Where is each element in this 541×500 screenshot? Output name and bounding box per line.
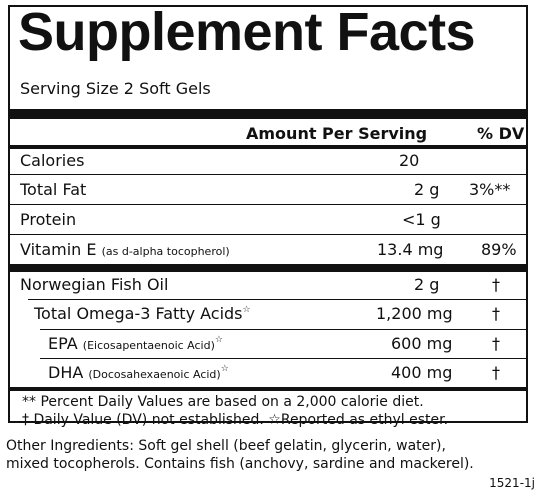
thick-divider-top xyxy=(10,109,526,119)
row-amount-protein: <1 g xyxy=(402,210,441,229)
row-divider xyxy=(10,204,526,205)
other-ingredients: Other Ingredients: Soft gel shell (beef … xyxy=(6,437,474,473)
row-dv-fish-oil: † xyxy=(492,275,500,294)
row-divider xyxy=(28,299,526,300)
footnote-dv-basis: ** Percent Daily Values are based on a 2… xyxy=(22,394,424,410)
footnote-dv-not-established: † Daily Value (DV) not established. ☆Rep… xyxy=(22,412,449,428)
thick-divider-middle xyxy=(10,264,526,272)
header-amount: Amount Per Serving xyxy=(246,124,428,143)
ingredients-line-1: Other Ingredients: Soft gel shell (beef … xyxy=(6,438,446,454)
row-label-dha: DHA xyxy=(48,363,84,382)
row-divider xyxy=(10,174,526,175)
row-amount-dha: 400 mg xyxy=(391,363,453,382)
ingredients-line-2: mixed tocopherols. Contains fish (anchov… xyxy=(6,456,474,472)
row-name-protein: Protein xyxy=(20,210,77,229)
row-amount-fish-oil: 2 g xyxy=(414,275,440,294)
label-code: 1521-1j xyxy=(489,476,535,490)
thick-divider-bottom xyxy=(10,387,526,391)
row-dv-total-fat: 3%** xyxy=(469,180,511,199)
row-amount-calories: 20 xyxy=(399,151,420,170)
row-name-vitamin-e: Vitamin E (as d-alpha tocopherol) xyxy=(20,240,230,259)
row-note-vitamin-e: (as d-alpha tocopherol) xyxy=(101,245,230,258)
row-note-dha: (Docosahexaenoic Acid) xyxy=(88,368,221,381)
row-label-omega-3: Total Omega-3 Fatty Acids xyxy=(34,304,243,323)
row-name-epa: EPA (Eicosapentaenoic Acid)☆ xyxy=(48,334,223,353)
row-name-total-fat: Total Fat xyxy=(20,180,87,199)
header-dv: % DV xyxy=(477,124,525,143)
row-name-omega-3: Total Omega-3 Fatty Acids☆ xyxy=(34,304,251,323)
row-label-vitamin-e: Vitamin E xyxy=(20,240,97,259)
row-amount-epa: 600 mg xyxy=(391,334,453,353)
row-dv-omega-3: † xyxy=(492,304,500,323)
supplement-facts-panel: Supplement Facts Serving Size 2 Soft Gel… xyxy=(8,2,528,428)
ethyl-ester-star-icon: ☆ xyxy=(214,335,223,345)
row-amount-omega-3: 1,200 mg xyxy=(376,304,453,323)
ethyl-ester-star-icon: ☆ xyxy=(242,305,251,315)
row-dv-vitamin-e: 89% xyxy=(481,240,517,259)
row-dv-dha: † xyxy=(492,363,500,382)
row-name-calories: Calories xyxy=(20,151,85,170)
row-amount-vitamin-e: 13.4 mg xyxy=(377,240,444,259)
row-label-epa: EPA xyxy=(48,334,78,353)
row-divider xyxy=(40,329,526,330)
row-divider xyxy=(40,358,526,359)
row-amount-total-fat: 2 g xyxy=(414,180,440,199)
serving-size: Serving Size 2 Soft Gels xyxy=(20,79,211,98)
row-name-dha: DHA (Docosahexaenoic Acid)☆ xyxy=(48,363,229,382)
row-divider xyxy=(10,234,526,235)
panel-title: Supplement Facts xyxy=(18,2,476,62)
row-note-epa: (Eicosapentaenoic Acid) xyxy=(82,339,215,352)
header-divider xyxy=(10,145,526,149)
footnotes: ** Percent Daily Values are based on a 2… xyxy=(22,393,448,429)
ethyl-ester-star-icon: ☆ xyxy=(220,364,229,374)
row-dv-epa: † xyxy=(492,334,500,353)
row-name-fish-oil: Norwegian Fish Oil xyxy=(20,275,169,294)
